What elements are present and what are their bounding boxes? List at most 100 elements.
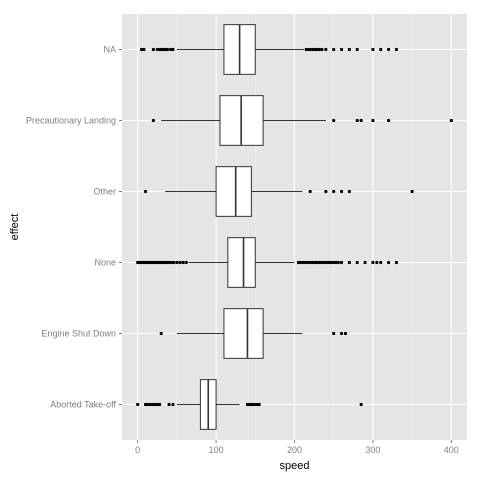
outlier-point	[143, 189, 148, 194]
outlier-point	[320, 47, 324, 52]
outlier-point	[371, 260, 375, 265]
outlier-point	[332, 331, 336, 336]
outlier-point	[143, 402, 148, 407]
boxplot-none	[136, 237, 399, 288]
outlier-point	[308, 47, 312, 52]
outlier-point	[306, 260, 310, 265]
outlier-point	[347, 189, 351, 194]
x-tick-label: 400	[444, 445, 459, 455]
outlier-point	[151, 47, 155, 52]
outlier-point	[315, 260, 319, 265]
outlier-point	[308, 260, 312, 265]
boxplot-precautionary-landing	[151, 95, 453, 146]
outlier-point	[296, 260, 301, 265]
outlier-point	[250, 402, 254, 407]
outlier-point	[178, 260, 182, 265]
outlier-point	[313, 260, 317, 265]
outlier-point	[155, 47, 159, 52]
outlier-point	[151, 118, 155, 123]
y-tick-label: Precautionary Landing	[26, 116, 116, 126]
boxplot-other	[143, 166, 414, 217]
outlier-point	[371, 118, 375, 123]
outlier-point	[386, 47, 391, 52]
outlier-point	[322, 260, 326, 265]
outlier-point	[379, 260, 383, 265]
outlier-point	[181, 260, 185, 265]
box	[215, 166, 252, 217]
outlier-point	[339, 47, 344, 52]
outlier-point	[359, 118, 363, 123]
x-tick-label: 100	[209, 445, 224, 455]
outlier-point	[325, 260, 329, 265]
outlier-point	[313, 47, 317, 52]
box	[227, 237, 256, 288]
x-tick-label: 300	[365, 445, 380, 455]
boxplot-na	[140, 24, 399, 75]
outlier-point	[327, 260, 331, 265]
outlier-point	[394, 47, 399, 52]
outlier-point	[142, 47, 146, 52]
outlier-point	[375, 260, 379, 265]
outlier-point	[371, 47, 375, 52]
y-tick-label: None	[94, 258, 116, 268]
outlier-point	[175, 260, 179, 265]
outlier-point	[167, 402, 171, 407]
outlier-point	[148, 402, 152, 407]
outlier-point	[355, 260, 359, 265]
outlier-point	[355, 118, 359, 123]
outlier-point	[252, 402, 257, 407]
outlier-point	[329, 260, 333, 265]
outlier-point	[317, 47, 322, 52]
outlier-point	[359, 402, 363, 407]
outlier-point	[167, 260, 171, 265]
y-tick-label: Other	[93, 187, 116, 197]
outlier-point	[310, 260, 315, 265]
boxplot-aborted-take-off	[136, 379, 363, 430]
y-tick-label: Aborted Take-off	[50, 400, 116, 410]
outlier-point	[355, 47, 359, 52]
outlier-point	[386, 118, 391, 123]
outlier-point	[136, 402, 140, 407]
outlier-point	[315, 47, 319, 52]
boxplots	[136, 24, 453, 430]
outlier-point	[248, 402, 252, 407]
outlier-point	[379, 47, 383, 52]
outlier-point	[155, 402, 159, 407]
y-tick-label: Engine Shut Down	[41, 329, 116, 339]
y-tick-label: NA	[103, 45, 116, 55]
outlier-point	[347, 260, 351, 265]
outlier-point	[410, 189, 414, 194]
outlier-point	[255, 402, 259, 407]
outlier-point	[386, 260, 391, 265]
outlier-point	[339, 260, 344, 265]
outlier-point	[332, 47, 336, 52]
outlier-point	[163, 47, 167, 52]
outlier-point	[317, 260, 322, 265]
box	[223, 308, 264, 359]
outlier-point	[334, 260, 338, 265]
outlier-point	[158, 402, 162, 407]
outlier-point	[336, 260, 341, 265]
outlier-point	[339, 189, 344, 194]
outlier-point	[363, 260, 367, 265]
y-axis-title: effect	[9, 214, 21, 241]
outlier-point	[146, 402, 150, 407]
outlier-point	[303, 260, 308, 265]
outlier-point	[172, 260, 176, 265]
outlier-point	[161, 47, 165, 52]
outlier-point	[310, 47, 315, 52]
outlier-point	[257, 402, 261, 407]
x-tick-label: 0	[135, 445, 140, 455]
outlier-point	[332, 118, 336, 123]
outlier-point	[339, 331, 344, 336]
outlier-point	[245, 402, 250, 407]
outlier-point	[320, 260, 324, 265]
outlier-point	[169, 260, 173, 265]
boxplot-engine-shut-down	[159, 308, 348, 359]
outlier-point	[153, 402, 157, 407]
outlier-point	[140, 47, 144, 52]
outlier-point	[171, 402, 175, 407]
outlier-point	[332, 260, 336, 265]
x-axis-title: speed	[280, 460, 310, 472]
